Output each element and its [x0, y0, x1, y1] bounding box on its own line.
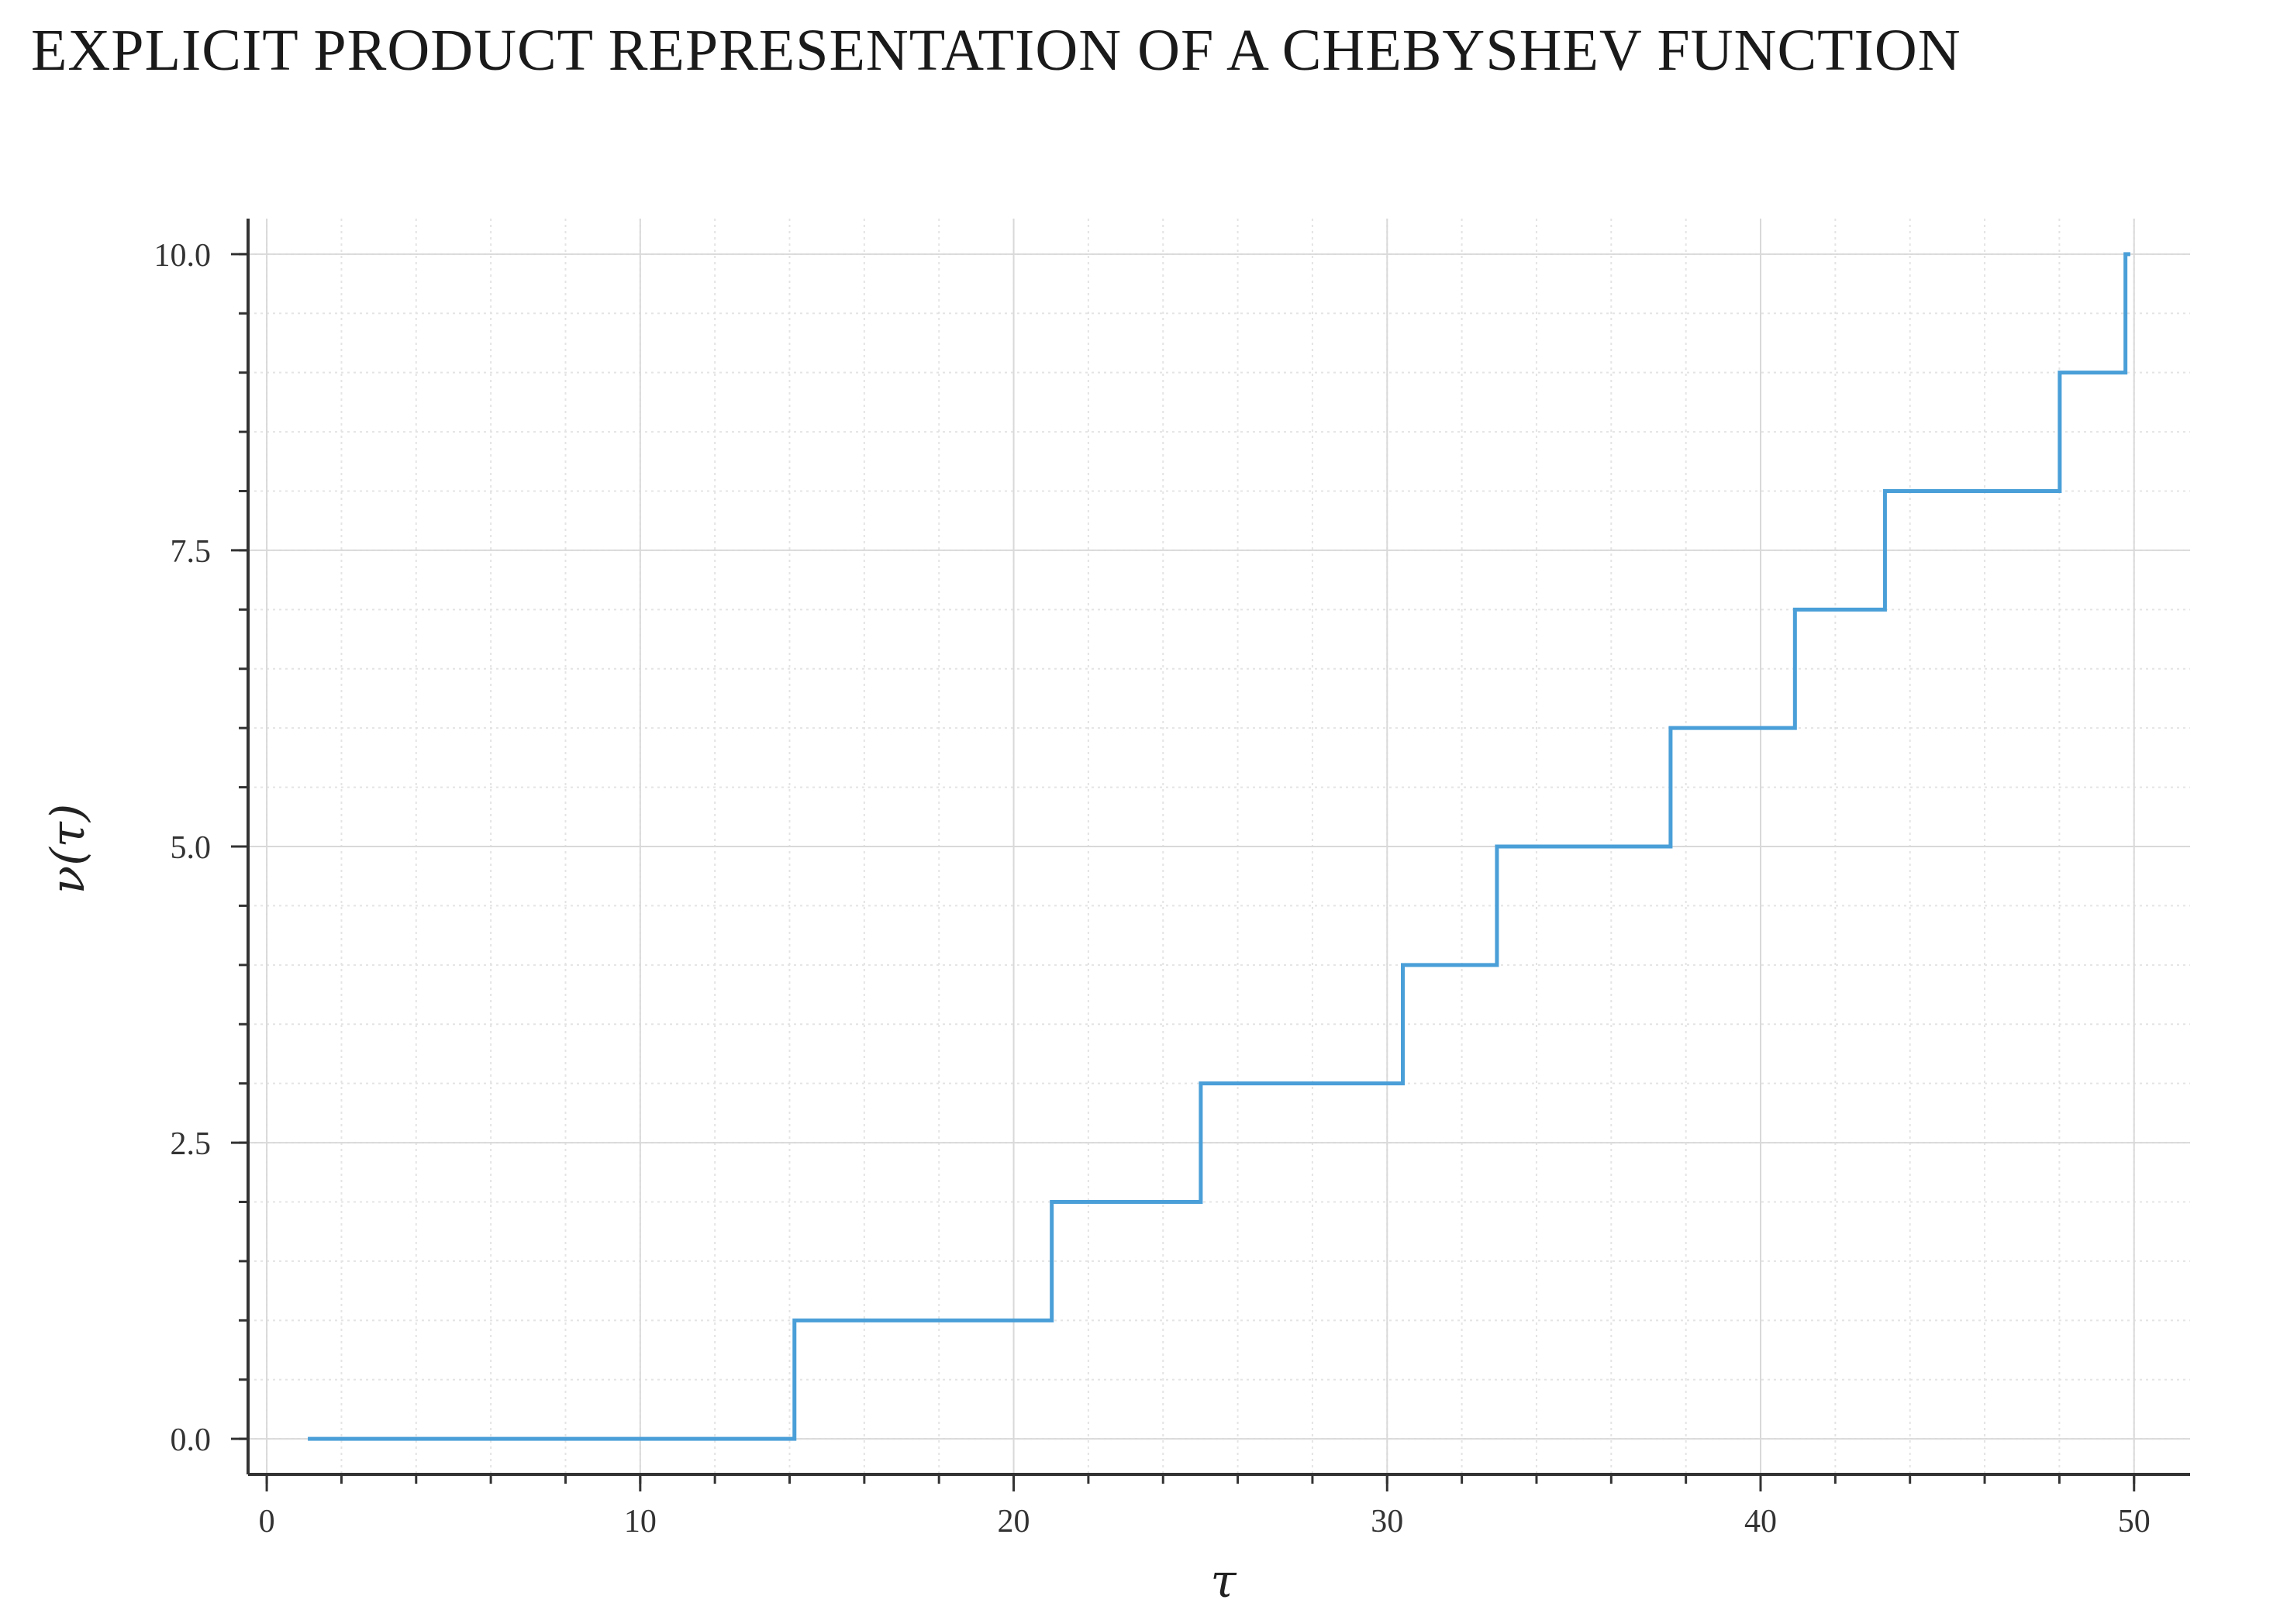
x-tick-label: 0	[259, 1504, 275, 1540]
tick-labels: 0 10 20 30 40 50 0.0 2.5 5.0 7.5 10.0	[154, 238, 2151, 1540]
x-tick-label: 10	[624, 1504, 657, 1540]
x-tick-label: 40	[1744, 1504, 1777, 1540]
x-tick-label: 50	[2118, 1504, 2151, 1540]
y-tick-label: 0.0	[171, 1422, 212, 1458]
y-tick-label: 2.5	[171, 1126, 212, 1162]
y-tick-label: 10.0	[154, 238, 212, 274]
y-tick-label: 7.5	[171, 534, 212, 570]
x-axis-label: τ	[1210, 1554, 1237, 1608]
x-tick-label: 20	[998, 1504, 1030, 1540]
series-layer	[308, 252, 2130, 1441]
y-axis-label: ν(τ)	[41, 804, 95, 894]
step-line	[308, 252, 2130, 1441]
y-tick-label: 5.0	[171, 830, 212, 866]
x-tick-label: 30	[1371, 1504, 1403, 1540]
page-title: EXPLICIT PRODUCT REPRESENTATION OF A CHE…	[31, 18, 1961, 83]
ticks	[231, 253, 2136, 1491]
grid-lines	[248, 219, 2190, 1474]
